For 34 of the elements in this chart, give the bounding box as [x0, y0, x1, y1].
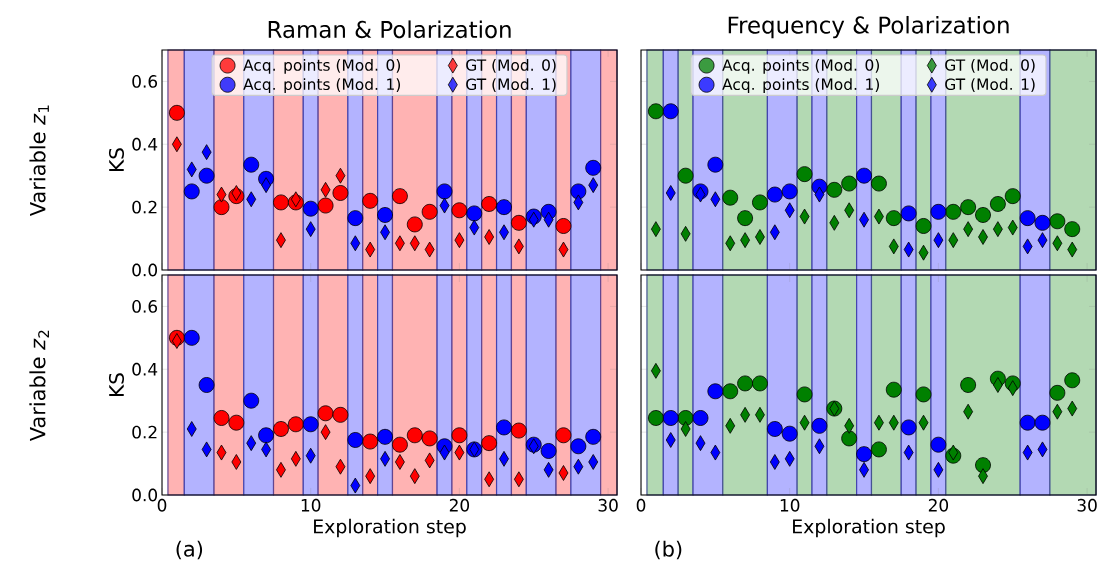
y-tick-label: 0.0	[132, 488, 158, 502]
text: Variable z$_{2}$	[29, 330, 49, 442]
y-tick-label: 0.0	[132, 263, 158, 277]
legend-label: GT (Mod. 1)	[945, 78, 1035, 92]
text: Variable z$_{1}$	[29, 105, 49, 217]
legend-label: GT (Mod. 0)	[466, 58, 556, 73]
legend-label: Acq. points (Mod. 1)	[243, 78, 401, 94]
y-tick-label: 0.2	[132, 425, 157, 439]
text: (a)	[176, 540, 203, 560]
x-tick-label: 30	[1077, 498, 1097, 512]
x-tick-label: 20	[928, 498, 949, 512]
chart-title: Frequency & Polarization	[728, 15, 1009, 39]
x-tick-label: 30	[598, 498, 618, 512]
y-tick-label: 0.2	[132, 200, 157, 214]
legend-label: Acq. points (Mod. 1)	[722, 78, 880, 94]
chart-title: Raman & Polarization	[268, 20, 511, 39]
legend-label: Acq. points (Mod. 0)	[722, 58, 880, 74]
y-axis-title: KS	[108, 148, 125, 171]
legend-label: GT (Mod. 0)	[945, 58, 1035, 73]
legend-label: GT (Mod. 1)	[466, 78, 556, 92]
x-tick-label: 0	[157, 498, 167, 512]
x-tick-label: 10	[780, 498, 800, 512]
x-axis-title: Exploration step	[314, 518, 466, 538]
x-tick-label: 0	[636, 498, 646, 512]
x-axis-title: Exploration step	[793, 518, 945, 538]
text: (b)	[655, 540, 682, 560]
y-axis-title: KS	[108, 373, 125, 396]
y-tick-label: 0.6	[132, 300, 158, 313]
x-tick-label: 20	[449, 498, 470, 512]
x-tick-label: 10	[301, 498, 321, 512]
y-tick-label: 0.4	[132, 362, 158, 376]
legend-label: Acq. points (Mod. 0)	[243, 58, 401, 74]
y-tick-label: 0.6	[132, 75, 158, 88]
y-tick-label: 0.4	[132, 137, 158, 151]
